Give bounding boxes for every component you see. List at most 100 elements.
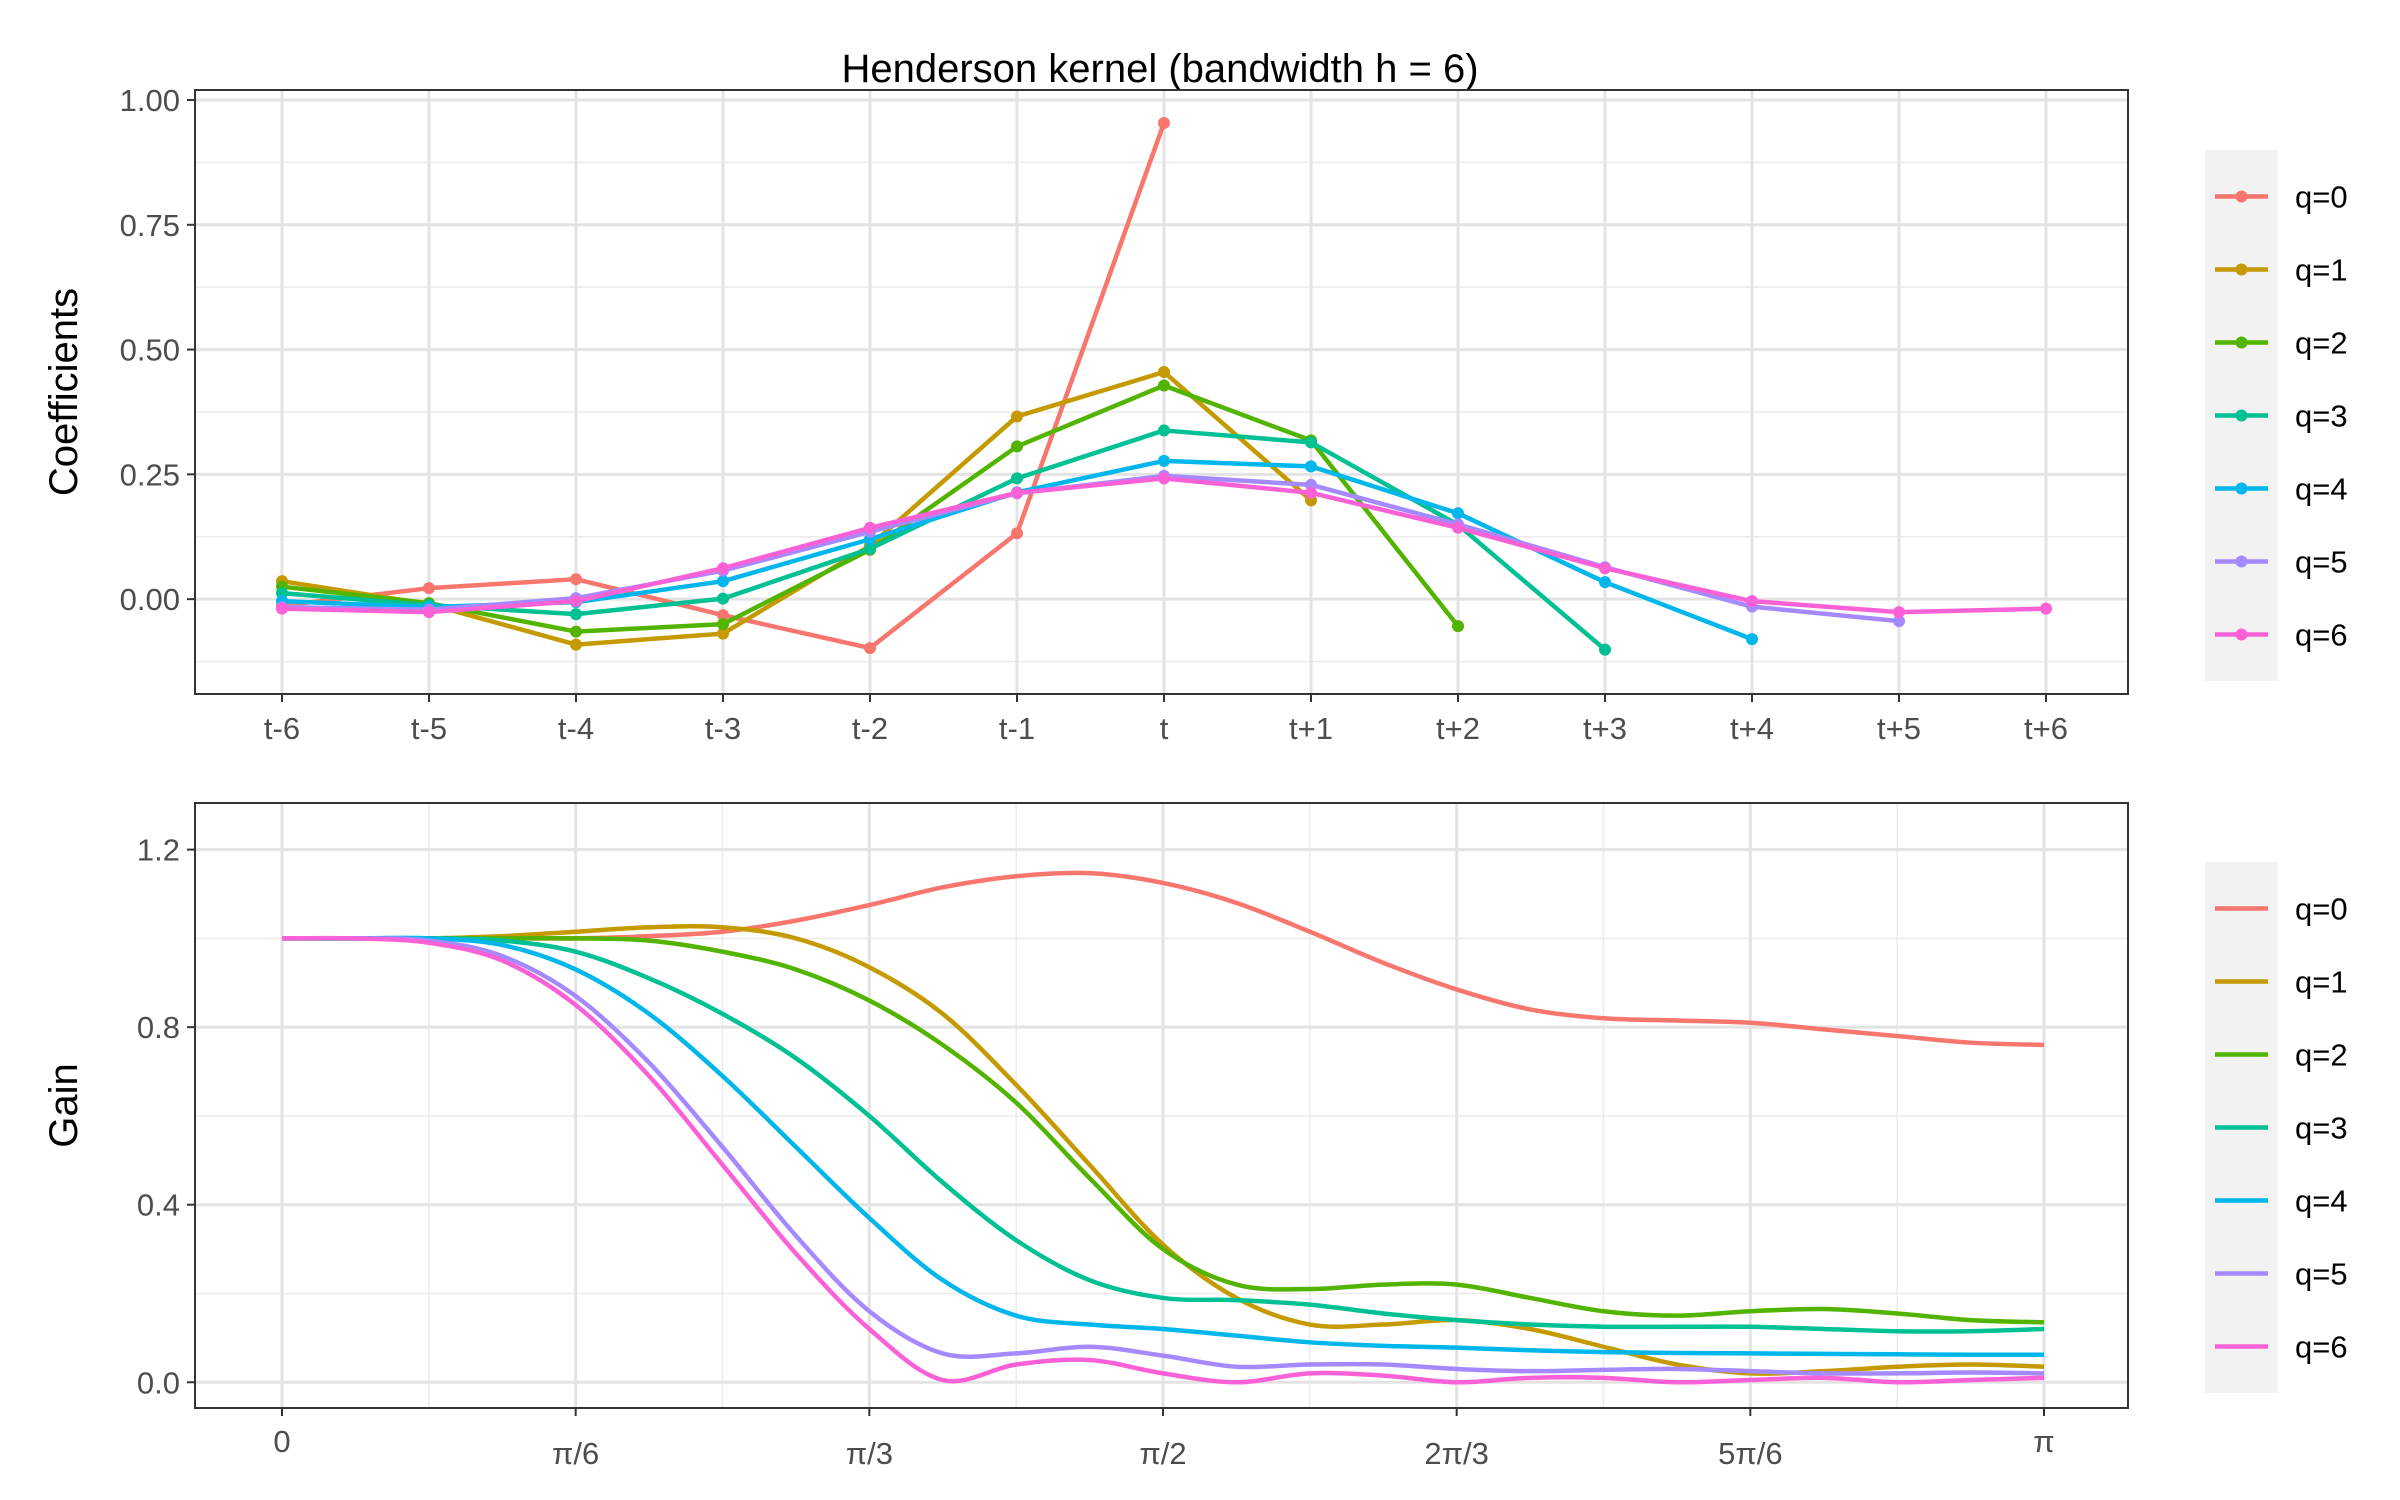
y-tick-label: 0.00 [120,582,180,617]
legend-label-q=0: q=0 [2295,892,2348,927]
data-point-q=1 [570,638,582,651]
legend-label-q=3: q=3 [2295,399,2348,434]
x-tick-label: 0 [273,1424,290,1459]
legend-label-q=5: q=5 [2295,1257,2348,1292]
x-tick-label: π/2 [1139,1436,1186,1471]
legend-label-q=6: q=6 [2295,618,2348,653]
x-tick-label: t+3 [1583,711,1627,746]
x-tick-label: t [1160,711,1169,746]
data-point-q=3 [1158,424,1170,437]
data-point-q=3 [864,542,876,555]
data-point-q=3 [1011,472,1023,485]
x-tick-label: t-2 [852,711,888,746]
data-point-q=2 [1452,620,1464,633]
data-point-q=6 [570,595,582,608]
data-point-q=0 [864,642,876,655]
data-point-q=4 [1452,507,1464,520]
data-point-q=4 [1158,454,1170,467]
legend-label-q=1: q=1 [2295,965,2348,1000]
gain-panel-border [194,802,2129,1409]
data-point-q=4 [717,575,729,588]
legend-label-q=4: q=4 [2295,472,2348,507]
y-axis-title: Coefficients [42,288,86,496]
y-tick-label: 0.0 [137,1365,180,1400]
x-tick-label: π/6 [552,1436,599,1471]
data-point-q=6 [423,606,435,619]
gain-curve-q=3 [282,935,2045,1334]
y-tick-label: 0.8 [137,1010,180,1045]
data-point-q=6 [1893,606,1905,619]
legend-label-q=2: q=2 [2295,326,2348,361]
data-point-q=3 [570,608,582,621]
x-tick-label: t+4 [1730,711,1774,746]
legend-label-q=2: q=2 [2295,1038,2348,1073]
x-tick-label: t-1 [999,711,1035,746]
data-point-q=3 [717,592,729,605]
x-tick-label: t+1 [1289,711,1333,746]
data-point-q=0 [717,609,729,622]
gain-panel: 0.0 0.4 0.8 1.2 0 π/6 π/3 π/2 2π/3 5π/6 π Gain q=0 q=… [42,802,2348,1471]
data-point-q=6 [1599,562,1611,575]
data-point-q=0 [1011,527,1023,540]
data-point-q=3 [1599,643,1611,656]
legend-marker-q=3 [2235,409,2248,422]
x-tick-label: π/3 [846,1436,893,1471]
data-point-q=2 [717,618,729,631]
data-point-q=2 [1011,440,1023,453]
x-tick-label: t+6 [2024,711,2068,746]
chart-title: Henderson kernel (bandwidth h = 6) [841,47,1478,91]
data-point-q=0 [423,582,435,595]
y-tick-label: 0.50 [120,333,180,368]
coefficients-panel-border [194,89,2129,695]
data-point-q=6 [1746,595,1758,608]
y-axis-title: Gain [42,1063,86,1148]
data-point-q=4 [1305,460,1317,473]
data-point-q=4 [1746,633,1758,646]
gain-curve-q=4 [282,935,2045,1358]
y-tick-label: 0.4 [137,1188,180,1223]
x-tick-label: t+5 [1877,711,1921,746]
data-point-q=1 [1158,366,1170,379]
x-tick-label: t-5 [411,711,447,746]
data-point-q=0 [1158,116,1170,129]
y-tick-label: 0.75 [120,208,180,243]
legend-label-q=5: q=5 [2295,545,2348,580]
data-point-q=4 [1599,576,1611,589]
x-tick-label: t-6 [264,711,300,746]
legend-label-q=3: q=3 [2295,1111,2348,1146]
data-point-q=2 [570,625,582,638]
legend-marker-q=6 [2235,628,2248,641]
legend-marker-q=1 [2235,263,2248,276]
gain-curve-q=5 [281,935,2045,1376]
y-tick-label: 1.2 [137,833,180,868]
legend-marker-q=2 [2235,336,2248,349]
data-point-q=6 [1158,472,1170,485]
y-tick-label: 0.25 [120,457,180,492]
x-tick-label: 2π/3 [1424,1436,1488,1471]
data-point-q=6 [717,562,729,575]
data-point-q=6 [1452,521,1464,534]
legend-marker-q=5 [2235,555,2248,568]
legend-label-q=4: q=4 [2295,1184,2348,1219]
y-tick-label: 1.00 [120,83,180,118]
data-point-q=1 [1011,410,1023,423]
gain-curve-q=2 [282,935,2045,1325]
coefficients-plot-area [195,90,2128,694]
x-tick-label: 5π/6 [1718,1436,1782,1471]
x-tick-label: t+2 [1436,711,1480,746]
x-tick-label: t-4 [558,711,594,746]
legend-label-q=0: q=0 [2295,180,2348,215]
legend-marker-q=4 [2235,482,2248,495]
gain-curve-q=6 [281,935,2045,1385]
data-point-q=2 [1158,379,1170,392]
data-point-q=0 [570,573,582,586]
data-point-q=6 [864,521,876,534]
coefficients-panel: 0.00 0.25 0.50 0.75 1.00 t-6 t-5 t-4 t-3 t-2 t-1 t t… [42,83,2348,746]
data-point-q=6 [1305,486,1317,499]
data-point-q=5 [1893,615,1905,628]
data-point-q=1 [717,627,729,640]
legend-label-q=6: q=6 [2295,1330,2348,1365]
data-point-q=6 [2040,602,2052,615]
legend-marker-q=0 [2235,190,2248,203]
